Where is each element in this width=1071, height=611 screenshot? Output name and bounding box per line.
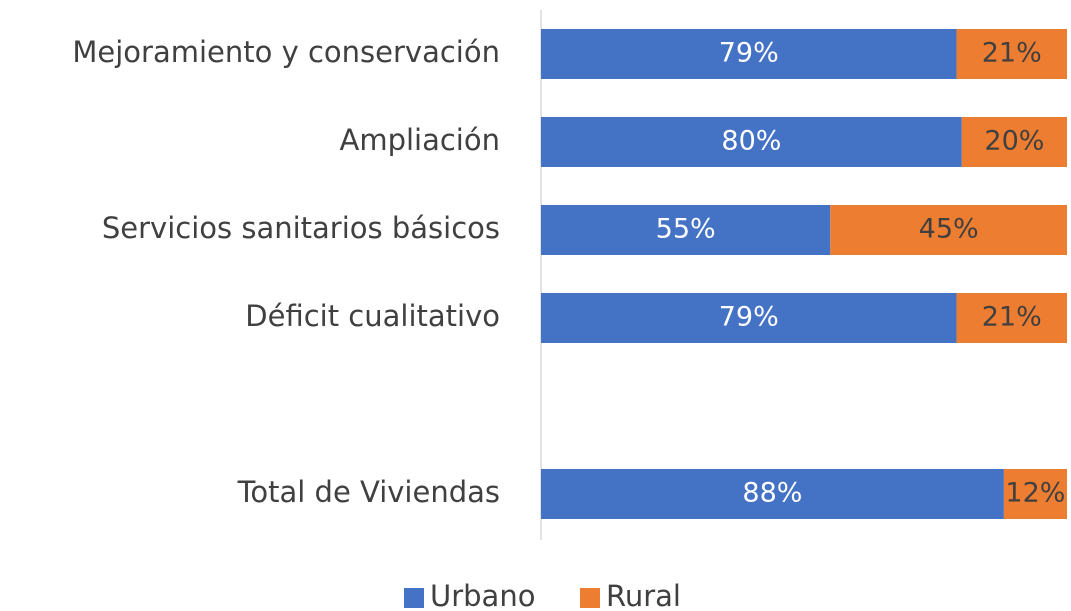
data-label: 88% [742, 478, 802, 509]
bar-segment [956, 293, 1067, 343]
category-label: Mejoramiento y conservación [72, 35, 500, 69]
legend-swatch [404, 588, 424, 608]
data-label: 80% [721, 126, 781, 157]
bar-segment [1003, 469, 1067, 519]
bar-segment [956, 29, 1067, 79]
data-label: 55% [656, 214, 716, 245]
bar-segment [541, 117, 962, 167]
category-label: Ampliación [339, 123, 500, 157]
bar-segment [830, 205, 1067, 255]
legend-swatch [580, 588, 600, 608]
data-label: 45% [919, 214, 979, 245]
data-label: 79% [719, 302, 779, 333]
bar-segment [541, 293, 957, 343]
category-label: Servicios sanitarios básicos [102, 211, 500, 245]
category-label: Total de Viviendas [237, 475, 500, 509]
data-label: 21% [982, 38, 1042, 69]
data-label: 20% [984, 126, 1044, 157]
bar-segment [541, 469, 1004, 519]
bar-segment [541, 29, 957, 79]
data-label: 21% [982, 302, 1042, 333]
data-label: 12% [1005, 478, 1065, 509]
category-label: Déficit cualitativo [245, 299, 500, 333]
data-label: 79% [719, 38, 779, 69]
bar-segment [541, 205, 831, 255]
legend-label: Rural [606, 579, 681, 611]
bar-segment [961, 117, 1067, 167]
legend-label: Urbano [430, 579, 535, 611]
